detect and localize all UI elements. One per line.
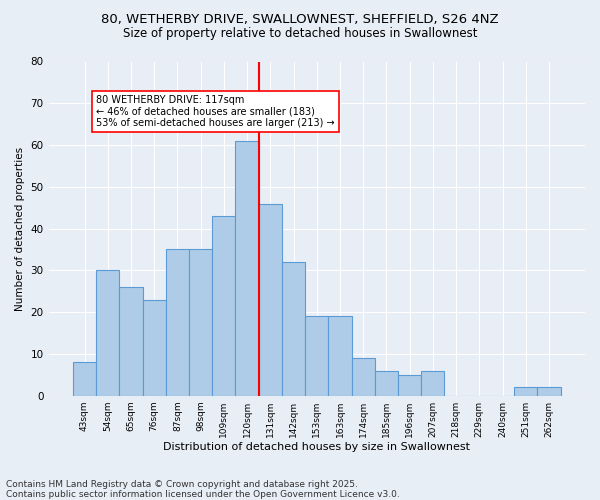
- Bar: [259, 204, 282, 396]
- X-axis label: Distribution of detached houses by size in Swallownest: Distribution of detached houses by size …: [163, 442, 470, 452]
- Bar: [514, 388, 538, 396]
- Bar: [398, 375, 421, 396]
- Bar: [143, 300, 166, 396]
- Text: Contains HM Land Registry data © Crown copyright and database right 2025.: Contains HM Land Registry data © Crown c…: [6, 480, 358, 489]
- Bar: [119, 287, 143, 396]
- Y-axis label: Number of detached properties: Number of detached properties: [15, 146, 25, 310]
- Bar: [305, 316, 328, 396]
- Text: Contains public sector information licensed under the Open Government Licence v3: Contains public sector information licen…: [6, 490, 400, 499]
- Bar: [538, 388, 560, 396]
- Text: 80 WETHERBY DRIVE: 117sqm
← 46% of detached houses are smaller (183)
53% of semi: 80 WETHERBY DRIVE: 117sqm ← 46% of detac…: [96, 95, 335, 128]
- Bar: [166, 250, 189, 396]
- Bar: [421, 370, 445, 396]
- Text: Size of property relative to detached houses in Swallownest: Size of property relative to detached ho…: [123, 28, 477, 40]
- Bar: [282, 262, 305, 396]
- Bar: [235, 141, 259, 396]
- Bar: [73, 362, 96, 396]
- Bar: [375, 370, 398, 396]
- Bar: [189, 250, 212, 396]
- Text: 80, WETHERBY DRIVE, SWALLOWNEST, SHEFFIELD, S26 4NZ: 80, WETHERBY DRIVE, SWALLOWNEST, SHEFFIE…: [101, 12, 499, 26]
- Bar: [212, 216, 235, 396]
- Bar: [352, 358, 375, 396]
- Bar: [96, 270, 119, 396]
- Bar: [328, 316, 352, 396]
